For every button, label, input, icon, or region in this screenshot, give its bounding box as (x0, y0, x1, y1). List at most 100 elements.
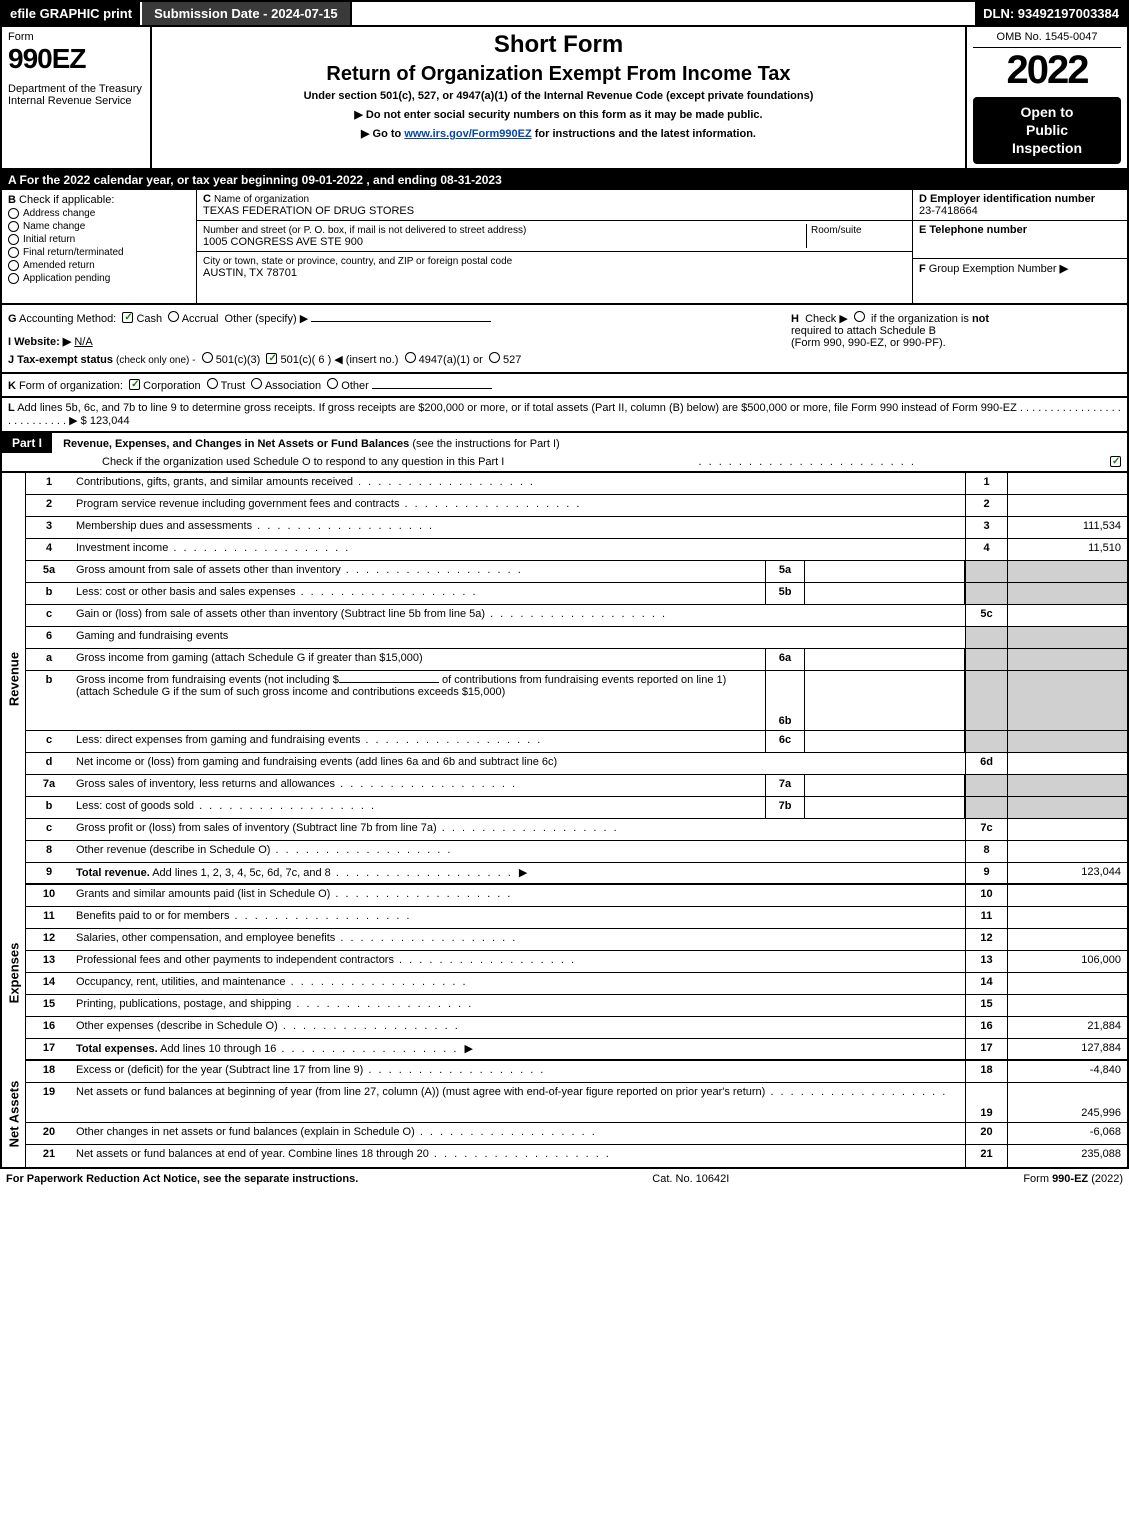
ln9-rn: 9 (965, 863, 1007, 883)
check-501c3[interactable] (202, 352, 213, 363)
ln6d-rv (1007, 753, 1127, 774)
netassets-label-text: Net Assets (6, 1080, 21, 1147)
ln10-rv (1007, 885, 1127, 906)
check-accrual[interactable] (168, 311, 179, 322)
c-name-label: Name of organization (214, 194, 309, 205)
ln15-rn: 15 (965, 995, 1007, 1016)
revenue-label-text: Revenue (6, 651, 21, 705)
check-527[interactable] (489, 352, 500, 363)
footer-right: Form 990-EZ (2022) (1023, 1173, 1123, 1185)
ln13-rn: 13 (965, 951, 1007, 972)
ln6b-blank[interactable] (339, 682, 439, 683)
check-h[interactable] (854, 311, 865, 322)
efile-label[interactable]: efile GRAPHIC print (2, 2, 140, 25)
ln6a-sv (805, 649, 965, 670)
ln6a-rn (965, 649, 1007, 670)
ln10-desc: Grants and similar amounts paid (list in… (72, 885, 965, 906)
l-label: L (8, 402, 15, 414)
ln7b-rv (1007, 797, 1127, 818)
check-schedule-o[interactable] (1110, 456, 1121, 467)
check-pending[interactable] (8, 273, 19, 284)
ln9-d: Total revenue. (76, 867, 150, 879)
ln5a-desc: Gross amount from sale of assets other t… (72, 561, 765, 582)
gh-right: H Check ▶ if the organization is not req… (791, 311, 1121, 366)
check-other-org[interactable] (327, 378, 338, 389)
ln9-d2: Add lines 1, 2, 3, 4, 5c, 6d, 7c, and 8 (150, 867, 513, 879)
b-text: Check if applicable: (19, 194, 114, 206)
other-blank[interactable] (311, 321, 491, 322)
room-label: Room/suite (811, 225, 862, 236)
ln19-rv: 245,996 (1007, 1083, 1127, 1122)
check-final[interactable] (8, 247, 19, 258)
ln20-desc: Other changes in net assets or fund bala… (72, 1123, 965, 1144)
other-label: Other (specify) ▶ (225, 313, 309, 325)
expenses-label-text: Expenses (6, 942, 21, 1003)
revenue-side-label: Revenue (2, 473, 26, 885)
cash-label: Cash (136, 313, 162, 325)
corp-label: Corporation (143, 380, 200, 392)
ln6c-num: c (26, 731, 72, 752)
note2-post: for instructions and the latest informat… (532, 128, 756, 140)
ln7c-rv (1007, 819, 1127, 840)
ln7a-rv (1007, 775, 1127, 796)
check-4947[interactable] (405, 352, 416, 363)
check-corp[interactable] (129, 379, 140, 390)
open-line2: Public (979, 121, 1115, 139)
ln15-desc: Printing, publications, postage, and shi… (72, 995, 965, 1016)
gh-left: G Accounting Method: Cash Accrual Other … (8, 311, 791, 366)
ln5b-rn (965, 583, 1007, 604)
ln7b-num: b (26, 797, 72, 818)
part1-check-line: Check if the organization used Schedule … (102, 456, 504, 468)
check-name[interactable] (8, 221, 19, 232)
initial-return-label: Initial return (23, 234, 75, 245)
ln16-num: 16 (26, 1017, 72, 1038)
ln1-desc: Contributions, gifts, grants, and simila… (72, 473, 965, 494)
revenue-lines: 1Contributions, gifts, grants, and simil… (26, 473, 1127, 885)
f-arrow: ▶ (1060, 263, 1068, 275)
check-initial[interactable] (8, 234, 19, 245)
ln6c-rv (1007, 731, 1127, 752)
ln11-rv (1007, 907, 1127, 928)
ln21-desc: Net assets or fund balances at end of ye… (72, 1145, 965, 1167)
ln17-num: 17 (26, 1039, 72, 1059)
check-address[interactable] (8, 208, 19, 219)
note-ssn: ▶ Do not enter social security numbers o… (158, 108, 959, 121)
ln6-rv (1007, 627, 1127, 648)
ln5c-desc: Gain or (loss) from sale of assets other… (72, 605, 965, 626)
ln21-rv: 235,088 (1007, 1145, 1127, 1167)
ln7a-num: 7a (26, 775, 72, 796)
other-org-label: Other (341, 380, 369, 392)
check-amended[interactable] (8, 260, 19, 271)
ln20-rv: -6,068 (1007, 1123, 1127, 1144)
ln6c-desc: Less: direct expenses from gaming and fu… (72, 731, 765, 752)
dln-label: DLN: 93492197003384 (975, 2, 1127, 25)
ln6b-sv (805, 671, 965, 730)
name-change-label: Name change (23, 221, 85, 232)
c-street-row: Number and street (or P. O. box, if mail… (197, 221, 912, 252)
irs-link[interactable]: www.irs.gov/Form990EZ (404, 128, 531, 140)
ln6a-desc: Gross income from gaming (attach Schedul… (72, 649, 765, 670)
check-assoc[interactable] (251, 378, 262, 389)
ln8-rn: 8 (965, 841, 1007, 862)
tax-year: 2022 (973, 48, 1121, 93)
ln17-rv: 127,884 (1007, 1039, 1127, 1059)
short-form-title: Short Form (158, 31, 959, 59)
ln13-num: 13 (26, 951, 72, 972)
check-501c[interactable] (266, 353, 277, 364)
l-text: Add lines 5b, 6c, and 7b to line 9 to de… (17, 402, 1017, 414)
j-label: J Tax-exempt status (8, 354, 113, 366)
ln7b-desc: Less: cost of goods sold (72, 797, 765, 818)
section-ghij: G Accounting Method: Cash Accrual Other … (0, 305, 1129, 374)
ein-value: 23-7418664 (919, 205, 978, 217)
expenses-block: Expenses 10Grants and similar amounts pa… (0, 885, 1129, 1061)
other-org-blank[interactable] (372, 388, 492, 389)
ln13-desc: Professional fees and other payments to … (72, 951, 965, 972)
check-cash[interactable] (122, 312, 133, 323)
ln7c-num: c (26, 819, 72, 840)
g-label: G (8, 313, 17, 325)
ln7c-desc: Gross profit or (loss) from sales of inv… (72, 819, 965, 840)
check-trust[interactable] (207, 378, 218, 389)
ln15-rv (1007, 995, 1127, 1016)
ln11-num: 11 (26, 907, 72, 928)
ln14-num: 14 (26, 973, 72, 994)
